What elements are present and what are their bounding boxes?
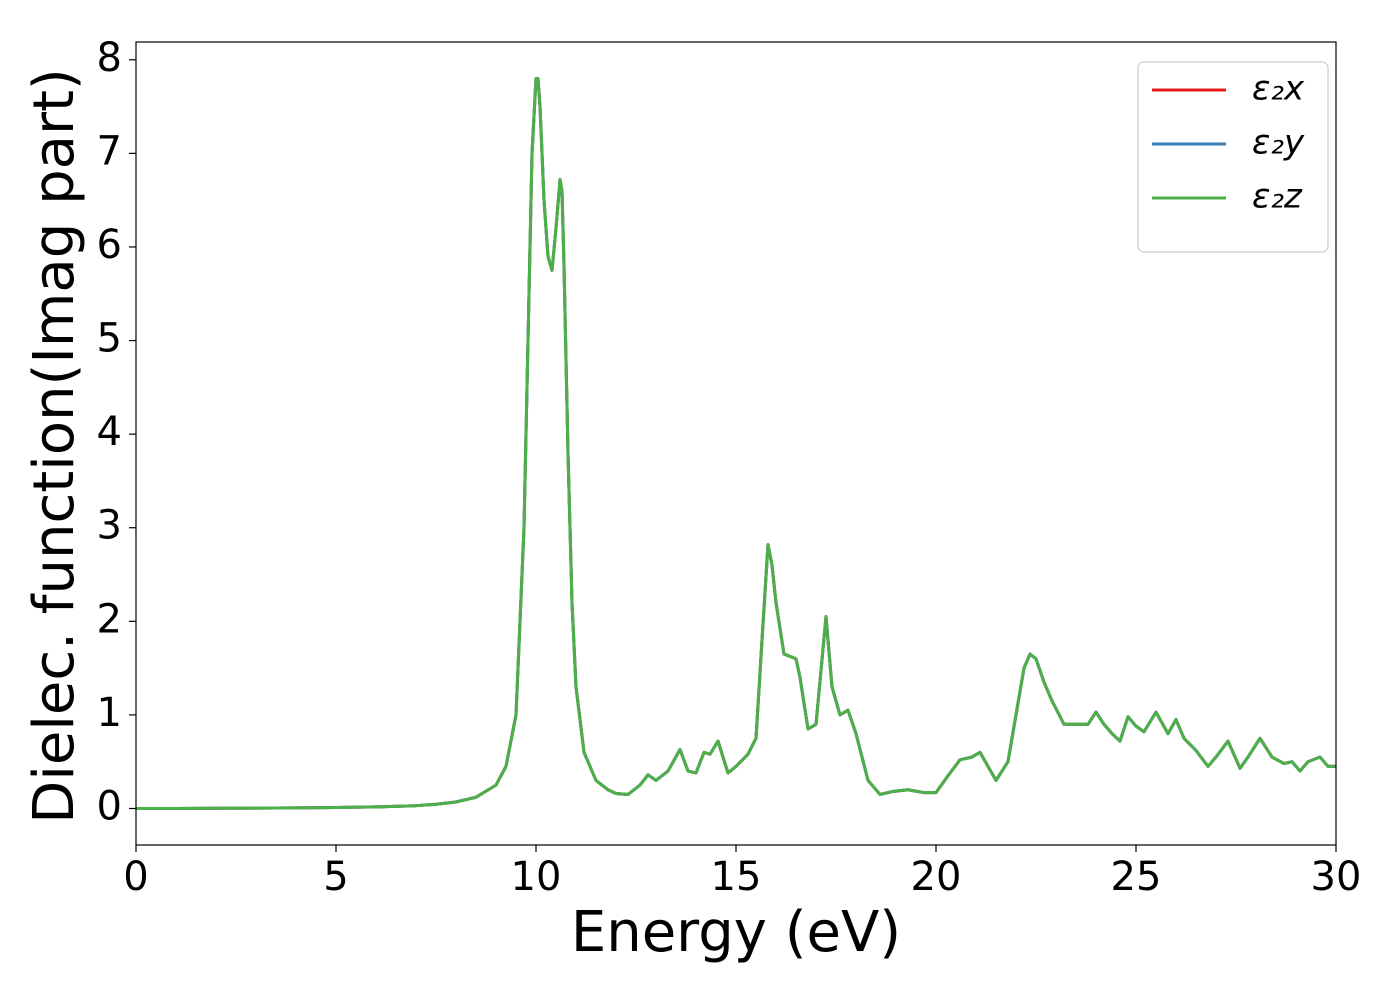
y-tick-label: 7 bbox=[97, 128, 122, 174]
y-tick-label: 1 bbox=[97, 690, 122, 736]
x-tick-label: 20 bbox=[911, 854, 962, 900]
x-tick-label: 10 bbox=[511, 854, 562, 900]
legend-label: ε₂x bbox=[1252, 69, 1305, 109]
y-tick-label: 3 bbox=[97, 503, 122, 549]
y-tick-label: 5 bbox=[97, 316, 122, 362]
legend-box bbox=[1137, 61, 1329, 253]
y-tick-label: 6 bbox=[97, 222, 122, 268]
legend-label: ε₂y bbox=[1252, 123, 1305, 163]
x-tick-label: 30 bbox=[1311, 854, 1362, 900]
y-tick-label: 8 bbox=[97, 35, 122, 81]
y-tick-label: 0 bbox=[97, 784, 122, 830]
y-axis-label: Dielec. function(Imag part) bbox=[22, 68, 87, 824]
plot-frame bbox=[135, 41, 1337, 846]
y-tick-label: 4 bbox=[97, 409, 122, 455]
x-tick-label: 0 bbox=[123, 854, 148, 900]
data-line bbox=[136, 77, 1336, 810]
x-tick-label: 25 bbox=[1111, 854, 1162, 900]
x-axis-label: Energy (eV) bbox=[571, 900, 901, 965]
legend-label: ε₂z bbox=[1252, 177, 1303, 217]
x-tick-label: 15 bbox=[711, 854, 762, 900]
x-tick-label: 5 bbox=[323, 854, 348, 900]
y-tick-label: 2 bbox=[97, 596, 122, 642]
